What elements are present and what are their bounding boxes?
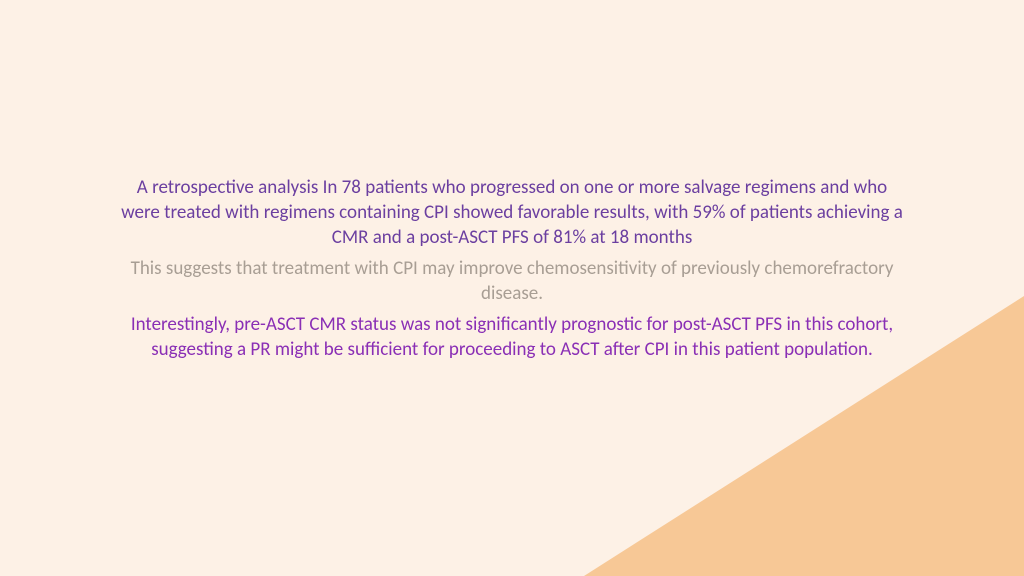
slide-container: A retrospective analysis In 78 patients … bbox=[0, 0, 1024, 576]
paragraph-1: A retrospective analysis In 78 patients … bbox=[120, 175, 904, 250]
paragraph-3: Interestingly, pre-ASCT CMR status was n… bbox=[120, 312, 904, 362]
paragraph-2: This suggests that treatment with CPI ma… bbox=[120, 256, 904, 306]
slide-text-block: A retrospective analysis In 78 patients … bbox=[120, 175, 904, 369]
